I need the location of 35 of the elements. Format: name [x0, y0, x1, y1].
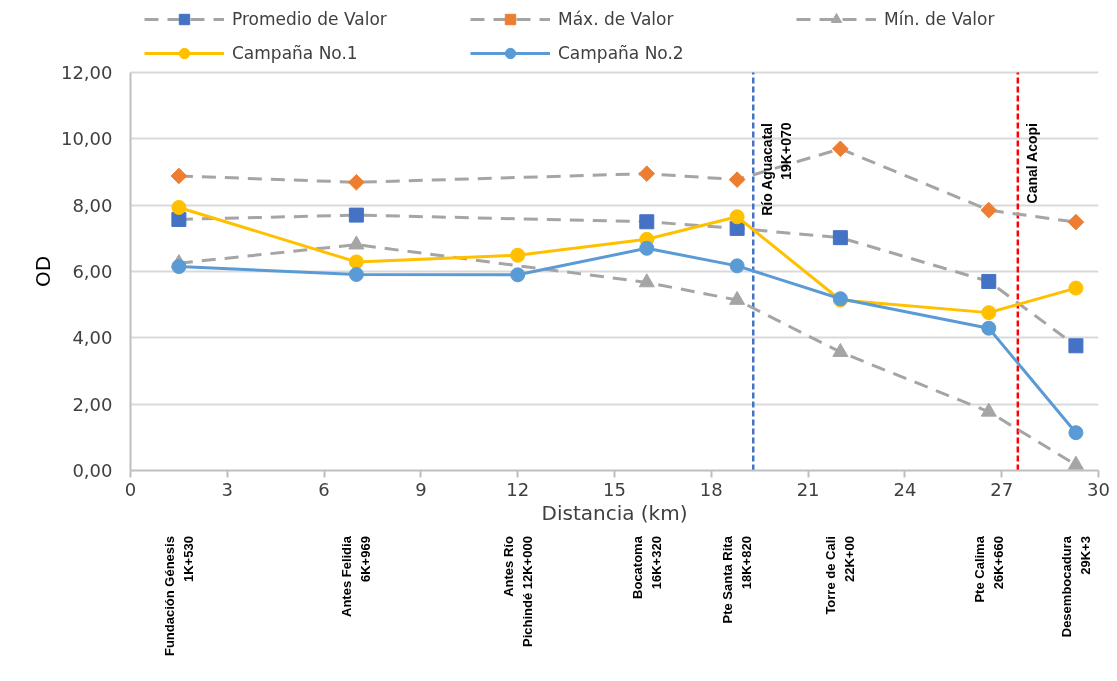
x-tick-label: 3	[221, 478, 234, 500]
x-tick-label: 9	[415, 478, 427, 500]
x-axis-title: Distancia (km)	[541, 500, 688, 525]
ref-line-label: Canal Acopi	[1023, 123, 1040, 204]
x-tick-label: 27	[990, 478, 1014, 500]
y-axis-title: OD	[30, 255, 55, 288]
y-tick-label: 6,00	[72, 261, 113, 282]
y-tick-label: 0,00	[72, 460, 113, 481]
text: Bocatoma 16K+320	[629, 535, 664, 599]
x-tick-label: 6	[318, 478, 330, 500]
legend-label: Campaña No.2	[558, 43, 685, 63]
x-tick-label: 18	[699, 478, 723, 500]
text: Antes Río Pichindé 12K+000	[500, 536, 535, 648]
x-tick-label: 30	[1087, 478, 1110, 500]
x-tick-label: 12	[506, 478, 530, 500]
y-tick-label: 10,00	[60, 128, 113, 150]
x-tick-label: 15	[603, 478, 626, 500]
text: Pte Calima 26K+660	[971, 535, 1006, 603]
legend-label: Mín. de Valor	[884, 9, 996, 29]
x-tick-label: 0	[124, 478, 137, 500]
text: Torre de Cali 22K+00	[823, 536, 858, 615]
y-tick-label: 2,00	[72, 393, 113, 415]
text: Fundación Génesis 1K+530	[162, 536, 196, 657]
legend-label: Campaña No.1	[232, 43, 359, 63]
y-tick-label: 12,00	[60, 62, 113, 83]
y-tick-label: 8,00	[72, 194, 113, 216]
legend-label: Máx. de Valor	[558, 9, 675, 29]
y-tick-label: 4,00	[72, 327, 113, 349]
ref-line-label: Río Aguacatal 19K+070	[759, 122, 795, 216]
text: Desembocadura 29K+3	[1059, 535, 1093, 638]
x-tick-label: 24	[893, 478, 917, 500]
text: Antes Felidia 6K+969	[339, 535, 374, 618]
legend-label: Promedio de Valor	[232, 9, 388, 29]
text: Pte Santa Rita 18K+820	[720, 535, 754, 624]
x-tick-label: 21	[796, 478, 820, 500]
